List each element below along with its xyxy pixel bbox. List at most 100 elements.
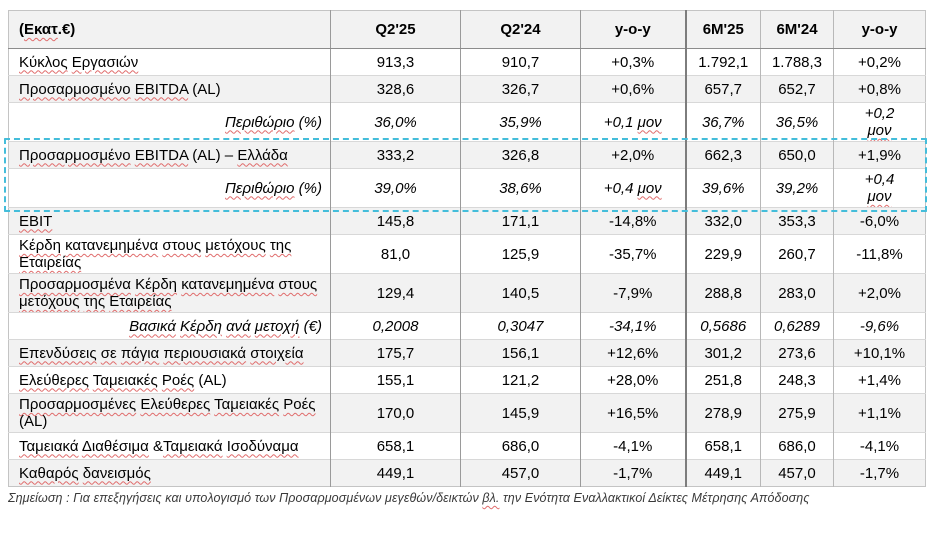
cell-q2-prior: 326,8: [460, 141, 581, 169]
cell-6m-prior: 652,7: [760, 75, 834, 103]
cell-6m-current: 301,2: [684, 339, 761, 367]
cell-q2-prior: 910,7: [460, 48, 581, 76]
cell-6m-prior: 273,6: [760, 339, 834, 367]
table-row: Κέρδη κατανεμημένα στους μετόχους της Ετ…: [8, 234, 926, 274]
cell-yoy-quarter: -7,9%: [580, 273, 686, 313]
cell-yoy-6m: +1,9%: [833, 141, 926, 169]
table-row: Περιθώριο (%) 36,0% 35,9% +0,1 μον 36,7%…: [8, 102, 926, 142]
cell-q2-prior: 0,3047: [460, 312, 581, 340]
cell-yoy-6m: +1,4%: [833, 366, 926, 394]
cell-yoy-6m: +10,1%: [833, 339, 926, 367]
cell-6m-current: 332,0: [684, 207, 761, 235]
cell-q2-current: 81,0: [330, 234, 461, 274]
cell-6m-current: 36,7%: [684, 102, 761, 142]
cell-q2-prior: 140,5: [460, 273, 581, 313]
row-label: Κύκλος Εργασιών: [19, 53, 139, 71]
cell-q2-current: 333,2: [330, 141, 461, 169]
row-label: Προσαρμοσμένο EBITDA (AL) – Ελλάδα: [8, 141, 331, 169]
cell-yoy-6m: -11,8%: [833, 234, 926, 274]
cell-6m-current: 0,5686: [684, 312, 761, 340]
table-row: Ελεύθερες Ταμειακές Ροές (AL) 155,1 121,…: [8, 366, 926, 394]
column-header-yoy-quarter: y-o-y: [580, 10, 686, 49]
cell-yoy-quarter: +0,1 μον: [580, 102, 686, 142]
row-label: Προσαρμοσμένα Κέρδη κατανεμημένα στους μ…: [8, 273, 331, 313]
table-row: Κύκλος Εργασιών 913,3 910,7 +0,3% 1.792,…: [9, 48, 926, 76]
footnote: Σημείωση : Για επεξηγήσεις και υπολογισμ…: [8, 491, 931, 505]
cell-q2-current: 129,4: [330, 273, 461, 313]
row-label: Κέρδη κατανεμημένα στους μετόχους της Ετ…: [8, 234, 331, 274]
cell-6m-current: 229,9: [684, 234, 761, 274]
table-row: Προσαρμοσμένα Κέρδη κατανεμημένα στους μ…: [8, 273, 926, 313]
cell-yoy-6m: -1,7%: [833, 459, 926, 487]
cell-yoy-quarter: -1,7%: [580, 459, 686, 487]
cell-q2-current: 155,1: [330, 366, 461, 394]
table-row: EBIT 145,8 171,1 -14,8% 332,0 353,3 -6,0…: [8, 207, 926, 235]
table-row: Προσαρμοσμένο EBITDA (AL) 328,6 326,7 +0…: [8, 75, 926, 103]
cell-yoy-quarter: +2,0%: [580, 141, 686, 169]
cell-6m-prior: 686,0: [760, 432, 834, 460]
column-header-q2-24: Q2'24: [460, 10, 581, 49]
cell-yoy-quarter: +0,6%: [580, 75, 686, 103]
column-header-6m-25: 6M'25: [684, 10, 761, 49]
cell-6m-prior: 353,3: [760, 207, 834, 235]
cell-6m-current: 449,1: [684, 459, 761, 487]
cell-q2-current: 0,2008: [330, 312, 461, 340]
table-row: Επενδύσεις σε πάγια περιουσιακά στοιχεία…: [8, 339, 926, 367]
cell-6m-prior: 1.788,3: [760, 48, 834, 76]
cell-6m-current: 662,3: [684, 141, 761, 169]
cell-q2-prior: 121,2: [460, 366, 581, 394]
cell-yoy-6m: +2,0%: [833, 273, 926, 313]
cell-q2-prior: 326,7: [460, 75, 581, 103]
cell-6m-current: 251,8: [684, 366, 761, 394]
cell-yoy-6m: +0,2 μον: [833, 102, 926, 142]
table-row: Προσαρμοσμένες Ελεύθερες Ταμειακές Ροές …: [8, 393, 926, 433]
row-label: Προσαρμοσμένες Ελεύθερες Ταμειακές Ροές …: [8, 393, 331, 433]
cell-yoy-quarter: -14,8%: [580, 207, 686, 235]
row-label: Βασικά Κέρδη ανά μετοχή (€): [8, 312, 331, 340]
footnote-text: Σημείωση : Για επεξηγήσεις και υπολογισμ…: [8, 491, 483, 505]
cell-6m-prior: 275,9: [760, 393, 834, 433]
cell-yoy-quarter: -35,7%: [580, 234, 686, 274]
cell-6m-current: 658,1: [684, 432, 761, 460]
cell-q2-current: 328,6: [330, 75, 461, 103]
cell-q2-prior: 38,6%: [460, 168, 581, 208]
footnote-flagged-word: βλ.: [482, 491, 500, 505]
table-row: Ταμειακά Διαθέσιμα &Ταμειακά Ισοδύναμα 6…: [8, 432, 926, 460]
row-label: Περιθώριο (%): [8, 168, 331, 208]
cell-6m-prior: 260,7: [760, 234, 834, 274]
cell-q2-prior: 145,9: [460, 393, 581, 433]
cell-6m-prior: 0,6289: [760, 312, 834, 340]
cell-yoy-quarter: +0,4 μον: [580, 168, 686, 208]
cell-6m-prior: 248,3: [760, 366, 834, 394]
header-row: (Εκατ.€) Q2'25 Q2'24 y-o-y 6M'25 6M'24 y…: [8, 10, 926, 49]
cell-6m-prior: 39,2%: [760, 168, 834, 208]
cell-yoy-6m: +0,2%: [833, 48, 926, 76]
row-label: Ελεύθερες Ταμειακές Ροές (AL): [8, 366, 331, 394]
row-label: Καθαρός δανεισμός: [8, 459, 331, 487]
cell-q2-current: 145,8: [330, 207, 461, 235]
cell-yoy-6m: -4,1%: [833, 432, 926, 460]
cell-yoy-6m: +0,4 μον: [833, 168, 926, 208]
cell-6m-prior: 457,0: [760, 459, 834, 487]
cell-6m-prior: 283,0: [760, 273, 834, 313]
cell-yoy-quarter: +0,3%: [580, 48, 686, 76]
footnote-text-suffix: την Ενότητα Εναλλακτικοί Δείκτες Μέτρηση…: [499, 491, 810, 505]
cell-q2-current: 658,1: [330, 432, 461, 460]
column-header-unit: (Εκατ.€): [8, 10, 331, 49]
table-row: Προσαρμοσμένο EBITDA (AL) – Ελλάδα 333,2…: [8, 141, 926, 169]
cell-yoy-6m: +0,8%: [833, 75, 926, 103]
cell-yoy-quarter: -34,1%: [580, 312, 686, 340]
financial-results-table: (Εκατ.€) Q2'25 Q2'24 y-o-y 6M'25 6M'24 y…: [8, 10, 926, 487]
cell-q2-prior: 171,1: [460, 207, 581, 235]
cell-q2-current: 36,0%: [330, 102, 461, 142]
row-label: Επενδύσεις σε πάγια περιουσιακά στοιχεία: [8, 339, 331, 367]
cell-q2-prior: 35,9%: [460, 102, 581, 142]
cell-6m-current: 1.792,1: [684, 48, 761, 76]
cell-yoy-6m: +1,1%: [833, 393, 926, 433]
cell-6m-current: 288,8: [684, 273, 761, 313]
cell-q2-current: 39,0%: [330, 168, 461, 208]
cell-yoy-quarter: +16,5%: [580, 393, 686, 433]
row-label: Ταμειακά Διαθέσιμα &Ταμειακά Ισοδύναμα: [8, 432, 331, 460]
table-row: Βασικά Κέρδη ανά μετοχή (€) 0,2008 0,304…: [8, 312, 926, 340]
cell-q2-current: 170,0: [330, 393, 461, 433]
